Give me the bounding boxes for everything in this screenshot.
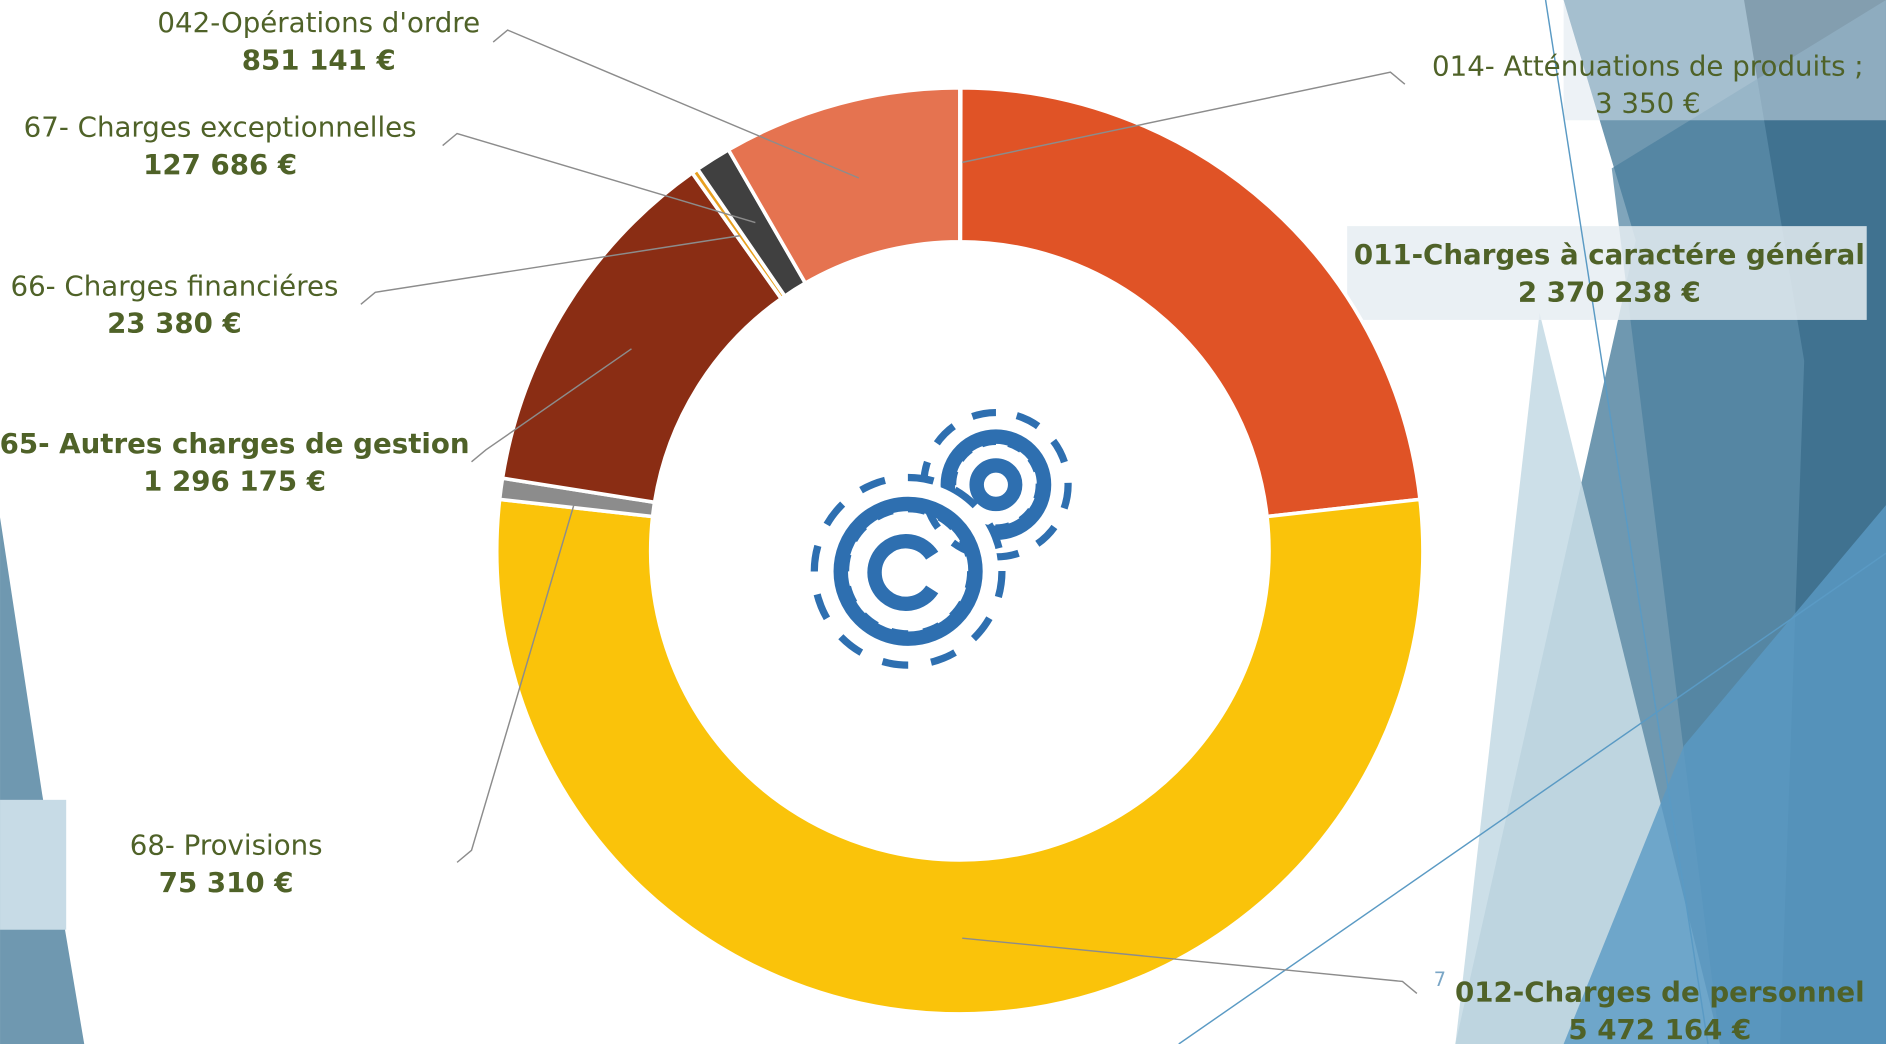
category-label: 66- Charges financiéres — [10, 269, 338, 302]
category-label: 011-Charges à caractére général — [1354, 238, 1865, 271]
value-label: 2 370 238 € — [1518, 275, 1701, 308]
leader-line — [492, 29, 860, 179]
donut-segment — [494, 497, 1425, 1016]
value-label: 127 686 € — [143, 148, 297, 181]
value-label: 75 310 € — [159, 866, 294, 899]
category-label: 65- Autres charges de gestion — [0, 427, 470, 460]
leader-line — [360, 235, 740, 305]
leader-line — [962, 937, 1418, 995]
value-label: 3 350 € — [1595, 87, 1701, 120]
category-label: 012-Charges de personnel — [1455, 975, 1865, 1008]
donut — [494, 85, 1425, 1016]
leader-line — [962, 71, 1406, 164]
labels: 014- Atténuations de produits ; 3 350 € 01… — [0, 6, 1865, 1044]
donut-segment — [958, 85, 1423, 519]
leader-line — [442, 132, 756, 224]
value-label: 851 141 € — [242, 43, 396, 76]
value-label: 5 472 164 € — [1568, 1013, 1751, 1044]
category-label: 68- Provisions — [130, 829, 323, 862]
category-label: 014- Atténuations de produits ; — [1432, 49, 1864, 82]
value-label: 1 296 175 € — [143, 464, 326, 497]
donut-segment — [725, 85, 962, 286]
leader-line — [471, 348, 632, 463]
category-label: 67- Charges exceptionnelles — [24, 111, 417, 144]
value-label: 23 380 € — [107, 307, 242, 340]
page-number: 7 — [1434, 968, 1446, 991]
gear-icon — [810, 408, 1072, 669]
category-label: 042-Opérations d'ordre — [157, 6, 480, 39]
leader-line — [456, 492, 579, 863]
